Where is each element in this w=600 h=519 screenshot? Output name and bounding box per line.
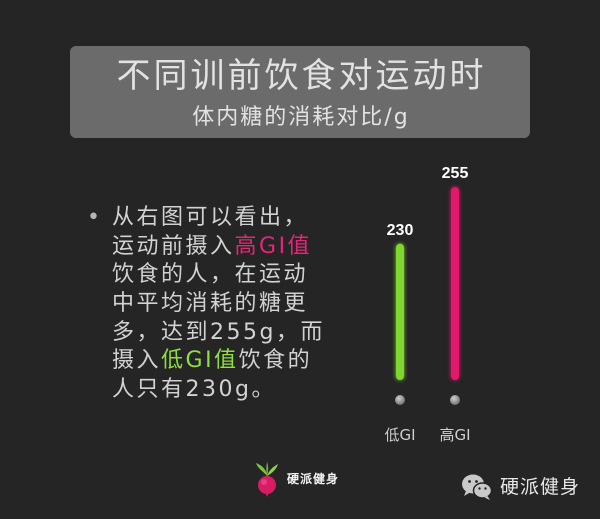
summary-segment: 运动前摄入 — [112, 233, 235, 259]
wechat-eye — [484, 487, 487, 490]
watermark-text: 硬派健身 — [500, 476, 581, 498]
bar-value-label: 230 — [387, 222, 414, 239]
radish-tail — [265, 493, 269, 497]
summary-line: 多，达到255g，而 — [112, 319, 325, 348]
wechat-icon — [462, 474, 493, 500]
summary-segment: 中平均消耗的糖更 — [112, 291, 309, 317]
wechat-bubble-tail — [484, 496, 490, 500]
summary-line: 饮食的人，在运动 — [112, 261, 325, 290]
summary-text: 从右图可以看出， 运动前摄入高GI值 饮食的人，在运动 中平均消耗的糖更 多，达… — [112, 204, 325, 405]
category-label: 低GI — [384, 426, 415, 444]
summary-segment: 摄入 — [112, 348, 162, 374]
low-gi-highlight: 低GI值 — [161, 348, 239, 374]
chart-subtitle: 体内糖的消耗对比/g — [192, 105, 410, 130]
logo-text: 硬派健身 — [287, 472, 340, 486]
summary-line: 从右图可以看出， — [112, 204, 325, 233]
summary-segment: 从右图可以看出， — [112, 205, 309, 230]
chart-bar — [396, 243, 404, 380]
wechat-bubble-tail — [464, 491, 470, 496]
category-label: 高GI — [439, 426, 470, 444]
bar-base-dot — [450, 395, 460, 405]
wechat-bubble-small — [472, 482, 493, 499]
title-box: 不同训前饮食对运动时 体内糖的消耗对比/g — [70, 46, 530, 138]
bar-chart: 230 低GI 255 高GI — [384, 165, 470, 444]
summary-line: 人只有230g。 — [112, 376, 325, 405]
radish-leaf — [267, 464, 278, 476]
summary-segment: 人只有230g。 — [112, 377, 276, 403]
wechat-eye — [475, 480, 478, 483]
summary-line: 中平均消耗的糖更 — [112, 290, 325, 319]
high-gi-highlight: 高GI值 — [234, 233, 313, 259]
radish-icon — [256, 462, 278, 497]
bullet-marker: • — [87, 205, 100, 230]
radish-leaf — [266, 462, 269, 476]
radish-body — [258, 476, 276, 494]
chart-bar — [451, 187, 459, 380]
summary-segment: 多，达到255g，而 — [112, 319, 325, 345]
bar-value-label: 255 — [442, 165, 469, 182]
bar-base-dot — [395, 395, 405, 405]
radish-leaf — [256, 463, 267, 476]
summary-segment: 饮食的人，在运动 — [112, 262, 309, 288]
wechat-eye — [478, 487, 481, 490]
summary-line: 摄入低GI值饮食的 — [112, 347, 325, 376]
summary-segment: 饮食的 — [238, 348, 313, 374]
wechat-eye — [468, 480, 471, 483]
summary-line: 运动前摄入高GI值 — [112, 233, 325, 262]
chart-title: 不同训前饮食对运动时 — [116, 56, 487, 96]
radish-highlight — [261, 479, 267, 485]
